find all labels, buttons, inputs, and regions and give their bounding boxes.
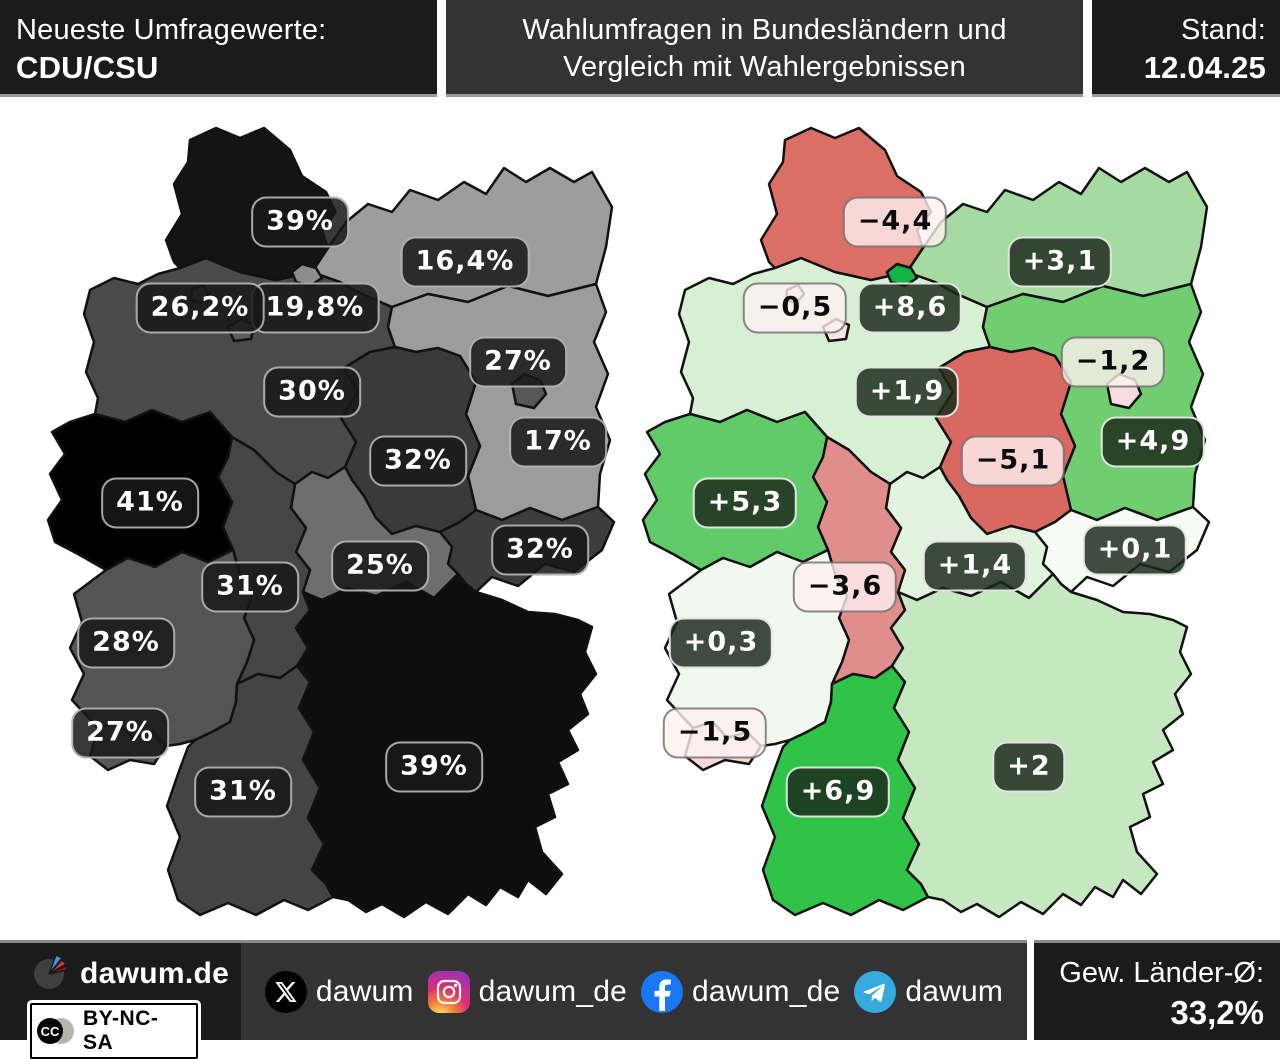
label-be-poll: 27% xyxy=(469,336,567,388)
footer-socials: dawum dawum_de dawum_de dawum xyxy=(241,940,1027,1040)
label-hb-poll: 26,2% xyxy=(135,282,265,334)
label-sh-diff: −4,4 xyxy=(842,196,948,248)
social-handle-facebook: dawum_de xyxy=(692,974,841,1008)
label-rp-diff: +0,3 xyxy=(668,617,774,669)
party-title: CDU/CSU xyxy=(16,50,159,85)
label-sh-poll: 39% xyxy=(251,196,349,248)
label-hh-diff: +8,6 xyxy=(857,282,963,334)
state-hh-diff-region xyxy=(885,262,919,288)
social-handle-telegram: dawum xyxy=(905,974,1004,1008)
label-st-diff: −5,1 xyxy=(960,435,1066,487)
social-link-facebook[interactable]: dawum_de xyxy=(641,970,841,1013)
header-subtitle: Neueste Umfragewerte: xyxy=(16,14,327,46)
label-mv-poll: 16,4% xyxy=(400,236,530,288)
label-he-diff: −3,6 xyxy=(792,561,898,613)
header-date: Stand: 12.04.25 xyxy=(1092,0,1280,97)
title-line-2: Vergleich mit Wahlergebnissen xyxy=(563,51,966,83)
cc-license-badge: CC BY-NC-SA xyxy=(30,1003,198,1059)
label-be-diff: −1,2 xyxy=(1060,336,1166,388)
average-label: Gew. Länder-Ø: xyxy=(1059,957,1264,989)
x-icon xyxy=(264,970,307,1013)
label-he-poll: 31% xyxy=(201,561,299,613)
label-mv-diff: +3,1 xyxy=(1007,236,1113,288)
social-link-x[interactable]: dawum xyxy=(264,970,414,1013)
label-st-poll: 32% xyxy=(369,435,467,487)
label-hh-poll: 19,8% xyxy=(250,282,380,334)
header-bar: Neueste Umfragewerte: CDU/CSU Wahlumfrag… xyxy=(0,0,1280,97)
label-th-diff: +1,4 xyxy=(922,540,1028,592)
dawum-logo-icon xyxy=(30,951,70,996)
telegram-icon xyxy=(854,970,897,1013)
label-by-poll: 39% xyxy=(385,741,483,793)
cc-icon: CC xyxy=(36,1017,75,1045)
label-bb-poll: 17% xyxy=(509,416,607,468)
brand-name: dawum.de xyxy=(80,956,230,990)
label-sl-poll: 27% xyxy=(71,707,169,759)
label-bw-diff: +6,9 xyxy=(785,766,891,818)
svg-text:CC: CC xyxy=(41,1024,60,1039)
date-value: 12.04.25 xyxy=(1143,50,1266,85)
label-ni-diff: +1,9 xyxy=(854,366,960,418)
footer-bar: dawum.de CC BY-NC-SA dawum dawum_de dawum_… xyxy=(0,940,1280,1059)
average-value: 33,2% xyxy=(1170,994,1264,1031)
footer-divider xyxy=(1027,940,1034,1040)
label-sn-poll: 32% xyxy=(491,524,589,576)
date-label: Stand: xyxy=(1180,14,1266,46)
map-diff-to-election: +1,9 −4,4 +3,1 +4,9 −5,1 +0,1 +1,4 −3,6 +5,3 +0,3… xyxy=(635,122,1215,937)
label-nw-poll: 41% xyxy=(101,477,199,529)
header-left: Neueste Umfragewerte: CDU/CSU xyxy=(0,0,437,97)
map-poll-values: 30% 39% 16,4% 17% 32% 32% 25% 31% 41% 28% 27% 31% 39… xyxy=(40,122,620,937)
footer-brand-block: dawum.de CC BY-NC-SA xyxy=(0,940,241,1059)
label-bb-diff: +4,9 xyxy=(1100,416,1206,468)
title-line-1: Wahlumfragen in Bundesländern und xyxy=(522,14,1007,46)
facebook-icon xyxy=(641,970,683,1013)
footer-average-block: Gew. Länder-Ø: 33,2% xyxy=(1034,940,1280,1040)
label-sn-diff: +0,1 xyxy=(1082,524,1188,576)
social-handle-x: dawum xyxy=(315,974,414,1008)
header-title: Wahlumfragen in Bundesländern und Vergle… xyxy=(446,0,1083,97)
social-handle-instagram: dawum_de xyxy=(478,974,627,1008)
label-sl-diff: −1,5 xyxy=(662,707,768,759)
label-by-diff: +2 xyxy=(992,741,1066,793)
label-bw-poll: 31% xyxy=(194,766,292,818)
label-th-poll: 25% xyxy=(331,540,429,592)
social-link-instagram[interactable]: dawum_de xyxy=(427,970,627,1013)
license-text: BY-NC-SA xyxy=(83,1007,159,1054)
state-hh-poll-region xyxy=(290,262,324,288)
instagram-icon xyxy=(427,970,470,1013)
social-link-telegram[interactable]: dawum xyxy=(854,970,1004,1013)
label-hb-diff: −0,5 xyxy=(742,282,848,334)
label-nw-diff: +5,3 xyxy=(692,477,798,529)
label-ni-poll: 30% xyxy=(263,366,361,418)
label-rp-poll: 28% xyxy=(77,617,175,669)
